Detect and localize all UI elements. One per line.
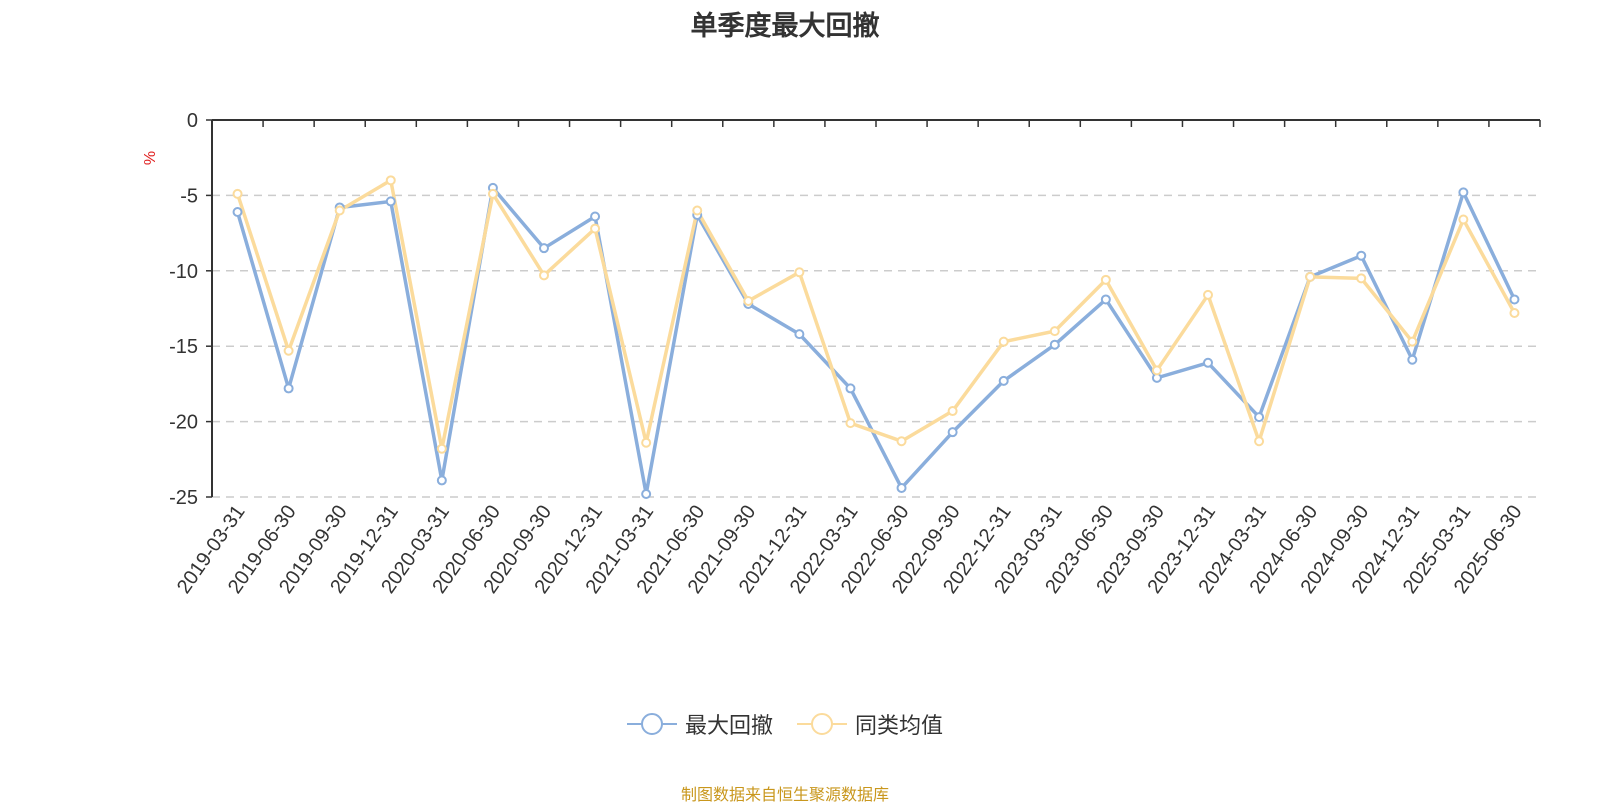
data-point-series-0 xyxy=(385,196,396,207)
data-point-series-1 xyxy=(845,418,856,429)
data-point-series-0 xyxy=(845,383,856,394)
data-point-series-1 xyxy=(998,336,1009,347)
data-point-series-0 xyxy=(896,482,907,493)
data-point-series-0 xyxy=(283,383,294,394)
y-tick-label: -20 xyxy=(169,412,198,434)
data-point-series-1 xyxy=(743,295,754,306)
data-point-series-1 xyxy=(1203,289,1213,300)
chart-title: 单季度最大回撤 xyxy=(690,11,880,42)
data-point-series-1 xyxy=(590,223,601,234)
axes: 0-5-10-15-20-252019-03-312019-06-302019-… xyxy=(169,110,1541,598)
chart-legend: 最大回撤 同类均值 xyxy=(0,708,1570,740)
y-tick-label: 0 xyxy=(187,110,198,132)
legend-label-peer-average: 同类均值 xyxy=(855,714,944,739)
data-point-series-0 xyxy=(794,329,805,340)
series xyxy=(232,175,1520,499)
data-point-series-0 xyxy=(1356,250,1367,261)
data-point-series-1 xyxy=(641,437,652,448)
y-tick-label: -25 xyxy=(169,487,198,509)
data-point-series-0 xyxy=(1100,294,1111,305)
data-point-series-0 xyxy=(1203,357,1213,368)
data-point-series-1 xyxy=(1049,326,1060,337)
y-tick-label: -10 xyxy=(169,261,198,283)
data-point-series-1 xyxy=(539,270,549,281)
data-point-series-0 xyxy=(590,211,601,222)
data-point-series-1 xyxy=(947,406,958,417)
y-tick-label: -5 xyxy=(180,185,198,207)
data-point-series-1 xyxy=(487,188,498,199)
data-point-series-0 xyxy=(1049,339,1060,350)
legend-marker-peer-average xyxy=(797,713,847,735)
data-point-series-1 xyxy=(1509,308,1520,319)
data-point-series-0 xyxy=(1254,412,1265,423)
data-point-series-1 xyxy=(1254,436,1265,447)
data-point-series-1 xyxy=(1305,271,1316,282)
legend-item-max-drawdown[interactable]: 最大回撤 xyxy=(626,708,773,740)
data-point-series-1 xyxy=(334,205,345,216)
series-line-0 xyxy=(235,186,1517,496)
data-point-series-1 xyxy=(1407,336,1418,347)
y-axis-unit-label: % xyxy=(142,151,159,165)
data-point-series-0 xyxy=(232,206,243,217)
legend-marker-max-drawdown xyxy=(626,713,677,735)
data-point-series-1 xyxy=(794,267,805,278)
series-line-1 xyxy=(235,178,1516,451)
data-point-series-1 xyxy=(1356,273,1367,284)
data-point-series-1 xyxy=(283,345,294,356)
data-point-series-1 xyxy=(692,205,703,216)
data-point-series-0 xyxy=(539,243,549,254)
data-point-series-0 xyxy=(436,475,447,486)
legend-item-peer-average[interactable]: 同类均值 xyxy=(797,708,943,740)
data-point-series-0 xyxy=(947,427,958,438)
data-point-series-0 xyxy=(1458,187,1469,198)
data-point-series-1 xyxy=(232,188,243,199)
legend-label-max-drawdown: 最大回撤 xyxy=(684,714,773,739)
data-source-note: 制图数据来自恒生聚源数据库 xyxy=(680,785,889,804)
data-point-series-0 xyxy=(641,488,652,499)
data-point-series-1 xyxy=(385,175,396,186)
grid-lines xyxy=(212,194,1540,498)
data-point-series-1 xyxy=(1151,365,1162,376)
data-point-series-1 xyxy=(896,436,907,447)
data-point-series-0 xyxy=(1407,354,1418,365)
data-point-series-1 xyxy=(1100,274,1111,285)
data-point-series-1 xyxy=(1458,214,1469,225)
data-point-series-1 xyxy=(436,443,447,454)
data-point-series-0 xyxy=(1509,294,1520,305)
data-point-series-0 xyxy=(998,375,1009,386)
y-tick-label: -15 xyxy=(169,336,198,358)
